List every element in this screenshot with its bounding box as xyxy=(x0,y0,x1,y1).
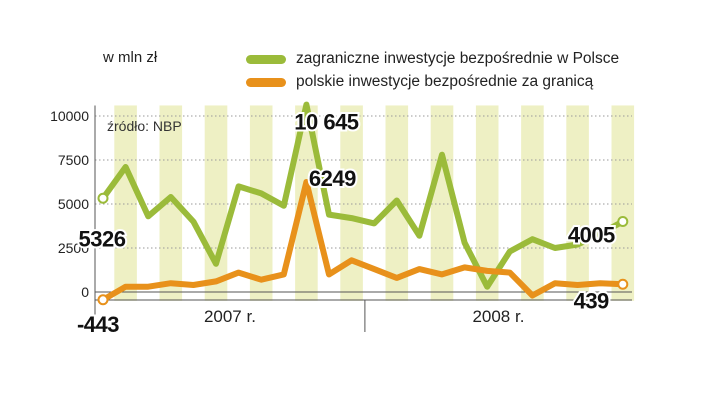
shade-stripe xyxy=(249,105,273,301)
value-annotation: -443 xyxy=(77,312,119,337)
y-tick-label: 10000 xyxy=(50,108,89,124)
data-point-pib xyxy=(617,278,629,290)
y-tick-label: 0 xyxy=(81,284,89,300)
value-annotation: 4005 xyxy=(568,223,615,248)
shade-stripe xyxy=(430,105,454,301)
legend-label-zib: zagraniczne inwestycje bezpośrednie w Po… xyxy=(296,50,620,67)
shade-stripe xyxy=(340,105,363,301)
shade-stripe xyxy=(159,105,183,301)
value-annotation: 5326 xyxy=(79,226,126,251)
shade-stripe xyxy=(204,105,228,301)
y-tick-label: 7500 xyxy=(58,152,89,168)
legend-item-pib: polskie inwestycje bezpośrednie za grani… xyxy=(246,72,593,92)
y-tick-label: 5000 xyxy=(58,196,89,212)
y-tick-label: 2500 xyxy=(58,240,89,256)
value-annotation: 6249 xyxy=(309,166,356,191)
x-period-label: 2007 r. xyxy=(204,307,256,326)
legend-item-zib: zagraniczne inwestycje bezpośrednie w Po… xyxy=(246,49,619,69)
data-point-zib xyxy=(617,216,629,228)
shade-stripe xyxy=(114,105,137,301)
unit-label: w mln zł xyxy=(103,49,158,66)
shade-stripe xyxy=(295,105,318,301)
value-annotation: 439 xyxy=(574,288,609,313)
series-line-zib xyxy=(100,101,626,290)
data-point-pib xyxy=(97,294,109,306)
shade-stripe xyxy=(475,105,499,301)
legend-label-pib: polskie inwestycje bezpośrednie za grani… xyxy=(296,73,594,90)
source-label: źródło: NBP xyxy=(107,118,182,134)
shade-stripe xyxy=(521,105,544,301)
shade-stripe xyxy=(611,105,635,301)
series-line-pib xyxy=(100,179,626,303)
shade-stripe xyxy=(566,105,589,301)
data-point-zib xyxy=(97,192,109,204)
legend-swatch-zib xyxy=(246,54,286,64)
legend-swatch-pib xyxy=(246,77,286,87)
value-annotation: 10 645 xyxy=(294,110,359,135)
x-period-label: 2008 r. xyxy=(472,307,524,326)
